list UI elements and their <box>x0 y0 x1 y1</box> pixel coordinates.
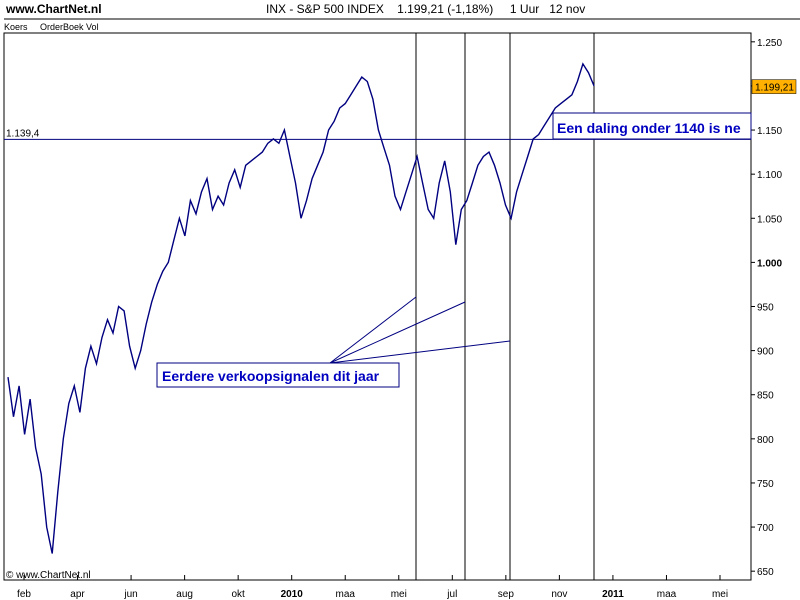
copyright: © www.ChartNet.nl <box>6 570 91 581</box>
orderboek-label[interactable]: OrderBoek Vol <box>40 22 99 32</box>
x-tick-label: mei <box>391 589 407 600</box>
x-tick-label: apr <box>70 589 85 600</box>
signal-annotation-box <box>156 362 400 388</box>
signal-pointer-line <box>329 340 511 364</box>
signal-pointer-line <box>329 301 466 364</box>
x-tick-label: jun <box>123 589 137 600</box>
site-name[interactable]: www.ChartNet.nl <box>6 2 102 16</box>
x-tick-label: 2010 <box>281 589 304 600</box>
signal-pointer-line <box>329 296 417 364</box>
x-tick-label: aug <box>176 589 193 600</box>
last-price-badge <box>751 79 797 94</box>
x-tick-label: maa <box>657 589 677 600</box>
y-tick-label: 1.250 <box>757 38 782 49</box>
chart-header: INX - S&P 500 INDEX 1.199,21 (-1,18%) 1 … <box>266 2 586 16</box>
x-axis: feb apr jun aug okt 2010 maa mei jul sep nov 2011 ma… <box>17 575 728 600</box>
x-tick-label: feb <box>17 589 31 600</box>
title-bar: www.ChartNet.nl INX - S&P 500 INDEX 1.19… <box>0 0 800 20</box>
y-tick-label: 1.150 <box>757 126 782 137</box>
y-tick-label: 900 <box>757 347 774 358</box>
warning-annotation-box <box>552 112 752 140</box>
y-tick-label: 1.100 <box>757 170 782 181</box>
y-tick-label: 950 <box>757 303 774 314</box>
y-tick-label: 700 <box>757 523 774 534</box>
support-line-label: 1.139,4 <box>6 128 40 139</box>
y-tick-label: 1.050 <box>757 214 782 225</box>
x-tick-label: mei <box>712 589 728 600</box>
y-tick-label: 1.000 <box>757 258 782 269</box>
x-tick-label: 2011 <box>602 589 624 600</box>
x-tick-label: okt <box>231 589 245 600</box>
y-tick-label: 850 <box>757 391 774 402</box>
signal-annotation-text: Eerdere verkoopsignalen dit jaar <box>162 368 380 384</box>
y-tick-label: 800 <box>757 435 774 446</box>
koers-label[interactable]: Koers <box>4 22 28 32</box>
signal-pointers <box>329 296 511 364</box>
price-series-line <box>7 62 595 554</box>
x-tick-label: maa <box>336 589 356 600</box>
panel-labels: Koers OrderBoek Vol <box>4 22 109 32</box>
x-tick-label: jul <box>446 589 457 600</box>
y-tick-label: 750 <box>757 479 774 490</box>
y-tick-label: 650 <box>757 567 774 578</box>
warning-annotation-text: Een daling onder 1140 is ne <box>557 120 741 136</box>
last-price-label: 1.199,21 <box>755 83 794 94</box>
y-axis: 650 700 750 800 850 900 950 1.000 1.050 1.100 1.15… <box>751 38 782 578</box>
x-tick-label: sep <box>498 589 515 600</box>
x-tick-label: nov <box>551 589 567 600</box>
